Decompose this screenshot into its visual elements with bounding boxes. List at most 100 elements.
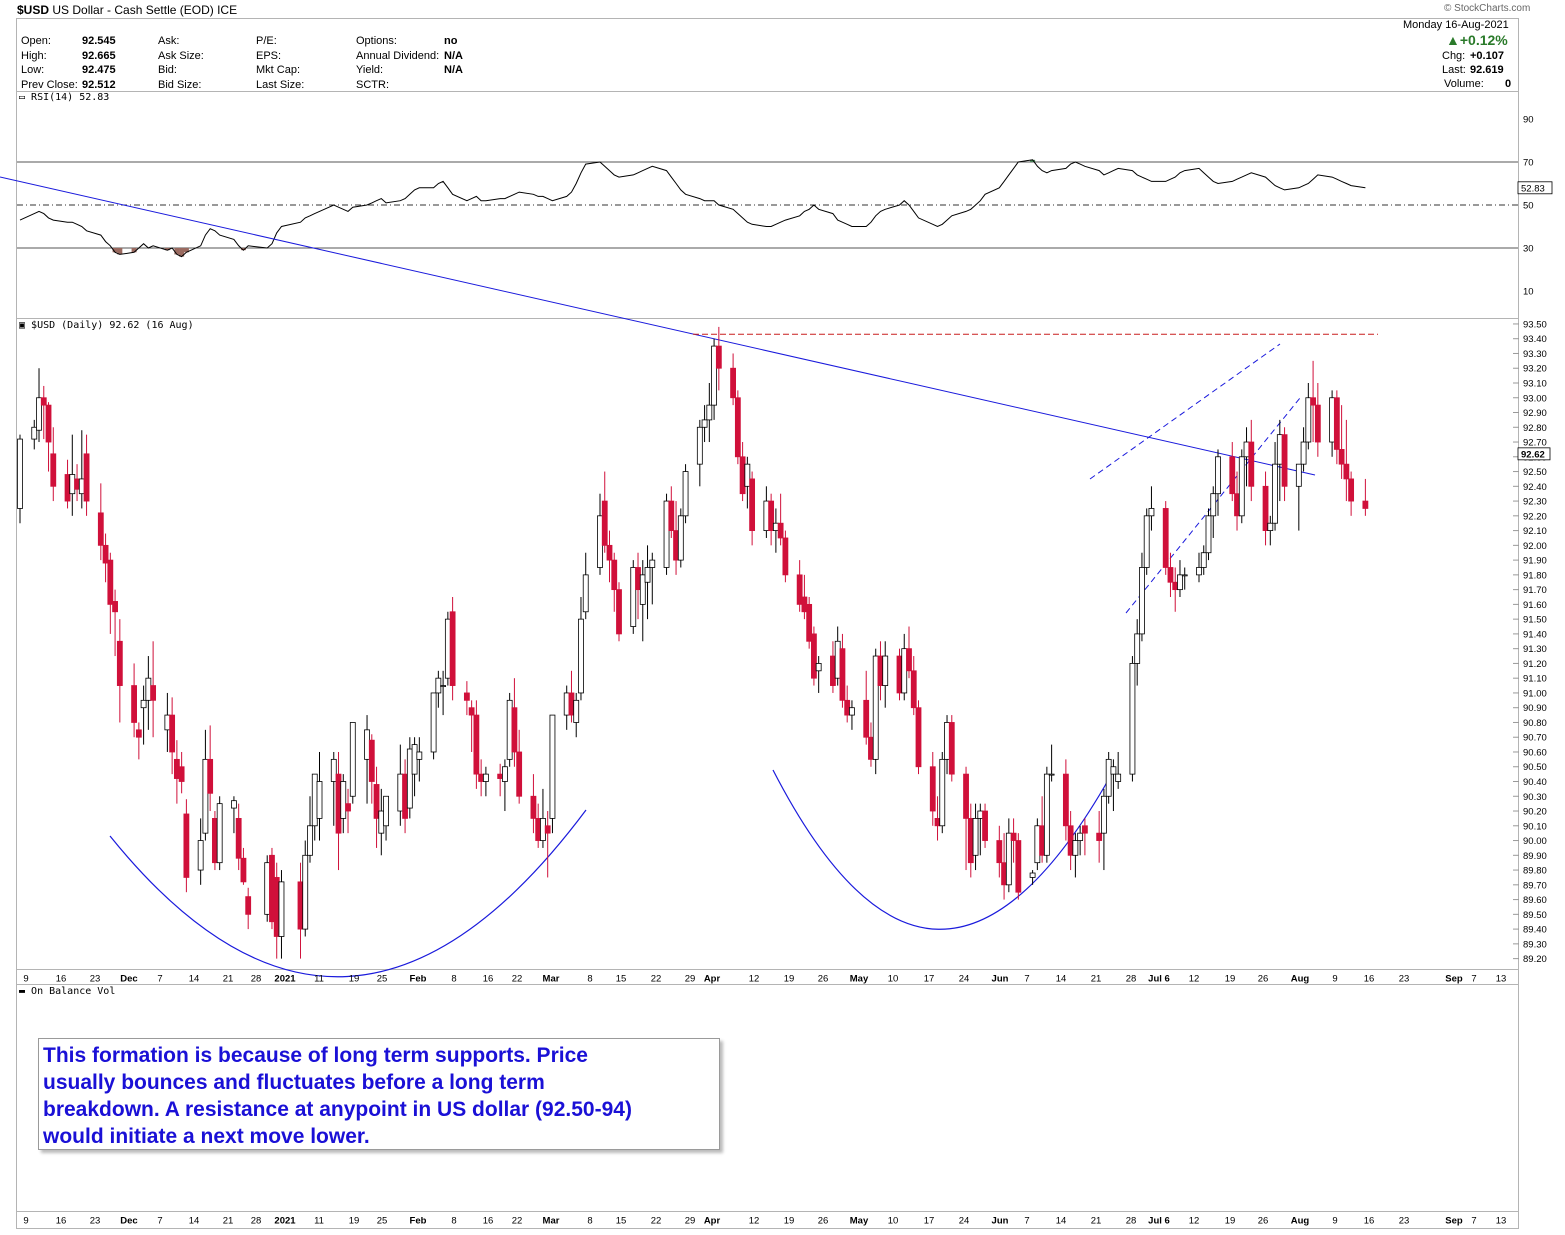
candle-body [996, 840, 1003, 864]
date-axis-label: 16 [56, 1216, 67, 1227]
candle-body [1262, 485, 1269, 531]
price-tick-label: 89.60 [1523, 895, 1547, 906]
candle-body [677, 515, 684, 561]
candle-body [169, 714, 176, 753]
candle-body [782, 537, 789, 576]
candle-body [772, 522, 779, 531]
date-axis-label: 7 [1024, 974, 1029, 985]
candle-body [173, 758, 180, 779]
date-axis-label: 26 [818, 1216, 829, 1227]
rsi-extreme-fill [112, 248, 118, 253]
candle-body [102, 544, 109, 564]
candle-body [245, 896, 252, 915]
price-tick-label: 91.10 [1523, 674, 1547, 685]
candle-body [715, 345, 722, 369]
date-axis-label: 12 [749, 974, 760, 985]
candle-body [368, 739, 375, 782]
quote-value: 92.475 [82, 64, 116, 76]
date-axis-label: 28 [251, 1216, 262, 1227]
candle-body [948, 722, 955, 775]
candle-body [1077, 832, 1084, 841]
candle-body [568, 692, 575, 716]
candle-body [482, 773, 489, 782]
price-tick-label: 92.40 [1523, 482, 1547, 493]
candle-body [1305, 397, 1312, 443]
candle-body [630, 567, 637, 627]
candle-body [1010, 832, 1017, 841]
candle-body [1048, 773, 1055, 776]
candle-body [801, 596, 808, 613]
candle-body [977, 810, 984, 819]
candle-body [1143, 515, 1150, 568]
date-axis-label: Feb [410, 974, 427, 985]
candle-body [929, 766, 936, 812]
price-label-text: $USD (Daily) 92.62 (16 Aug) [31, 320, 194, 331]
candle-body [1148, 508, 1155, 517]
date-axis-label: 2021 [274, 1216, 296, 1227]
obv-label: ▬ On Balance Vol [19, 986, 116, 997]
candle-body [915, 707, 922, 768]
quote-key: Annual Dividend: [356, 49, 440, 62]
date-axis-label: 16 [483, 1216, 494, 1227]
price-tick-label: 91.30 [1523, 644, 1547, 655]
rsi-extreme-fill [179, 248, 185, 257]
candle-body [839, 648, 846, 701]
date-axis-label: 23 [1399, 974, 1410, 985]
date-axis-label: Sep [1445, 974, 1463, 985]
last-price-tag-box [1517, 447, 1551, 461]
candle-body [582, 574, 589, 613]
cup-curve-right [772, 769, 1111, 930]
candle-body [578, 618, 584, 694]
date-axis-label: 21 [1091, 974, 1102, 985]
candle-body [1167, 567, 1174, 583]
date-axis-label: 7 [157, 1216, 162, 1227]
rsi-tick-label: 70 [1523, 158, 1534, 169]
date-axis-label: 9 [1332, 1216, 1337, 1227]
price-tick-label: 90.10 [1523, 821, 1547, 832]
candle-body [616, 589, 622, 635]
candle-body [1281, 434, 1288, 487]
candle-body [1110, 766, 1117, 775]
candle-body [302, 854, 309, 930]
candle-body [36, 397, 42, 431]
candle-body [611, 559, 618, 591]
candle-body [1215, 456, 1221, 495]
candle-body [972, 818, 979, 856]
candle-body [50, 453, 57, 487]
candle-body [1029, 872, 1036, 878]
candle-body [216, 803, 223, 864]
price-tick-label: 89.40 [1523, 925, 1547, 936]
candle-body [749, 478, 756, 531]
rsi-label: ▭ RSI(14) 52.83 [19, 92, 110, 103]
candle-body [711, 345, 717, 406]
date-axis-label: 7 [1024, 1216, 1029, 1227]
date-axis-label: Feb [410, 1216, 427, 1227]
date-axis-label: 29 [685, 974, 696, 985]
date-axis-label: Sep [1445, 1216, 1463, 1227]
date-axis-label: May [850, 974, 869, 985]
quote-key: Ask: [158, 35, 180, 47]
candle-body [83, 453, 90, 502]
rsi-line [19, 159, 1366, 258]
candle-body [644, 567, 651, 583]
overlay-layer [0, 176, 1378, 978]
date-axis-label: Jul 6 [1148, 974, 1170, 985]
date-axis-label: 29 [685, 1216, 696, 1227]
candle-body [383, 795, 389, 827]
candle-body [468, 707, 475, 716]
date-axis-label: Dec [120, 974, 137, 985]
date-axis-label: 23 [1399, 1216, 1410, 1227]
descending-trendline [0, 176, 1316, 476]
candle-body [1134, 633, 1141, 664]
candle-body [145, 677, 152, 701]
date-axis-label: Jul 6 [1148, 1216, 1170, 1227]
price-tick-label: 92.80 [1523, 423, 1547, 434]
date-axis-label: 13 [1496, 1216, 1507, 1227]
candle-body [116, 640, 123, 686]
date-axis-label: 26 [1258, 974, 1269, 985]
candle-layer [17, 326, 1369, 959]
price-tick-label: 92.00 [1523, 541, 1547, 552]
axis-layer: 93.50 93.40 93.30 93.20 93.10 93.00 92.90 92.80… [23, 115, 1553, 1227]
candle-body [140, 699, 147, 709]
candle-body [877, 655, 884, 686]
